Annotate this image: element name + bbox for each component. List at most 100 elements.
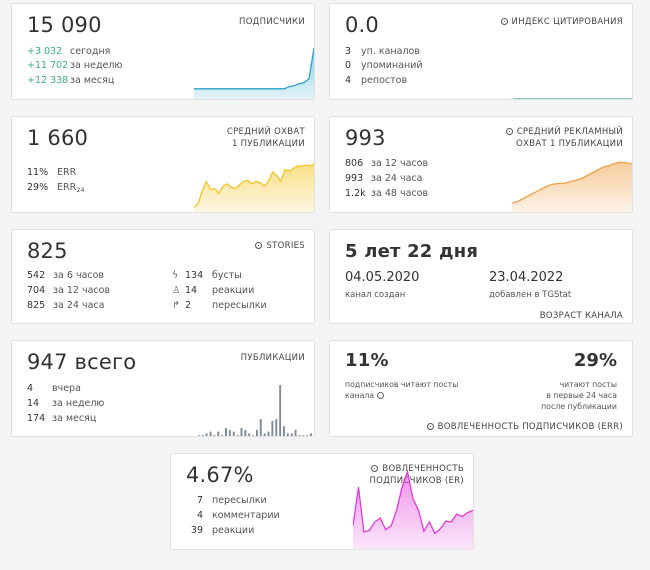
publication-bar: [310, 433, 312, 436]
sparkline-area: [194, 163, 314, 212]
er-forwards-row: 7 пересылки: [196, 495, 267, 506]
err-left-desc: подписчиков читают посты канала: [345, 380, 459, 400]
subscribers-sparkline: [194, 47, 314, 99]
thumbs-up-icon: ♙: [172, 285, 181, 296]
citation-card[interactable]: 0.0 ИНДЕКС ЦИТИРОВАНИЯ 3 уп. каналов 0 упо…: [329, 3, 633, 100]
citation-index-value: 0.0: [345, 13, 379, 37]
info-icon[interactable]: [255, 242, 263, 249]
publication-bar: [198, 435, 200, 436]
publication-bar: [256, 429, 258, 436]
err-right-value: 29%: [573, 350, 617, 371]
stories-24h-row: 825 за 24 часа: [27, 300, 105, 311]
info-icon[interactable]: [376, 392, 384, 399]
stories-card[interactable]: 825 STORIES 542 за 6 часов 704 за 12 часов…: [11, 229, 315, 324]
publication-bar: [279, 385, 282, 436]
ad-reach-48h-row: 1.2k за 48 часов: [345, 188, 429, 199]
info-icon[interactable]: [500, 18, 508, 25]
sparkline-area: [353, 471, 473, 549]
publications-yesterday-row: 4 вчера: [27, 383, 81, 394]
sparkline-line: [194, 47, 314, 90]
ad-reach-12h-row: 806 за 12 часов: [345, 158, 429, 169]
publication-bar: [221, 435, 224, 436]
reach-card[interactable]: 1 660 СРЕДНИЙ ОХВАТ 1 ПУБЛИКАЦИИ 11% ERR 2…: [11, 116, 315, 213]
publication-bar: [271, 420, 274, 436]
stories-title: STORIES: [255, 240, 305, 252]
sparkline-line: [194, 163, 314, 208]
publication-bar: [205, 433, 208, 436]
sparkline-line: [353, 469, 473, 535]
subscribers-month-row: +12 338 за месяц: [27, 75, 115, 86]
publication-bar: [232, 431, 235, 436]
publication-bar: [259, 419, 262, 436]
err-left-value: 11%: [345, 350, 389, 371]
citation-title: ИНДЕКС ЦИТИРОВАНИЯ: [500, 16, 623, 28]
publications-week-row: 14 за неделю: [27, 398, 105, 409]
reach-sparkline: [194, 163, 314, 212]
stories-12h-row: 704 за 12 часов: [27, 285, 111, 296]
added-date: 23.04.2022: [489, 270, 564, 285]
publication-bar: [240, 428, 243, 436]
publication-bar: [298, 435, 301, 436]
sparkline-line: [512, 161, 632, 204]
publications-bar-chart: [198, 385, 312, 436]
channel-age-card[interactable]: 5 лет 22 дня 04.05.2020 канал создан 23.…: [329, 229, 633, 324]
publication-bar: [209, 431, 212, 436]
err-right-desc: читают посты в первые 24 часа после публик…: [541, 380, 617, 411]
ad-reach-value: 993: [345, 126, 386, 150]
info-icon[interactable]: [371, 465, 379, 472]
publication-bar: [236, 435, 239, 436]
stories-reactions-row: ♙ 14 реакции: [172, 285, 255, 296]
reach-value: 1 660: [27, 126, 89, 150]
er-title: ВОВЛЕЧЕННОСТЬ ПОДПИСЧИКОВ (ER): [369, 464, 464, 486]
er-comments-row: 4 комментарии: [196, 510, 280, 521]
citation-mentions-row: 0 упоминаний: [345, 60, 423, 71]
publication-bar: [217, 431, 220, 436]
share-arrow-icon: ↱: [172, 300, 180, 311]
channel-age-value: 5 лет 22 дня: [345, 241, 479, 262]
publications-card[interactable]: 947 всего ПУБЛИКАЦИИ 4 вчера 14 за неделю …: [11, 340, 315, 437]
subscribers-title: ПОДПИСЧИКИ: [239, 17, 305, 27]
ad-reach-24h-row: 993 за 24 часа: [345, 173, 423, 184]
reach-title: СРЕДНИЙ ОХВАТ 1 ПУБЛИКАЦИИ: [226, 127, 305, 149]
publications-title: ПУБЛИКАЦИИ: [240, 353, 305, 363]
publication-bar: [290, 433, 293, 436]
sparkline-area: [512, 162, 632, 212]
publication-bar: [302, 435, 305, 436]
subscribers-count: 15 090: [27, 13, 102, 37]
citation-sparkline: [513, 98, 632, 99]
err-card[interactable]: 11% подписчиков читают посты канала 29% ч…: [329, 340, 633, 437]
info-icon[interactable]: [426, 423, 434, 430]
publication-bar: [294, 429, 297, 436]
citation-channels-row: 3 уп. каналов: [345, 46, 420, 57]
publication-bar: [286, 433, 289, 436]
err-footer: ВОВЛЕЧЕННОСТЬ ПОДПИСЧИКОВ (ERR): [426, 421, 623, 433]
publication-bar: [252, 435, 254, 436]
created-date: 04.05.2020: [345, 270, 420, 285]
publication-bar: [248, 433, 251, 436]
publication-bar: [228, 429, 231, 436]
created-label: канал создан: [345, 290, 406, 300]
publication-bar: [267, 431, 270, 436]
ad-reach-sparkline: [512, 161, 632, 212]
publication-bar: [244, 429, 247, 436]
reach-err24-row: 29% ERR24: [27, 182, 85, 194]
subscribers-week-row: +11 702 за неделю: [27, 60, 123, 71]
stories-boosts-row: ϟ 134 бусты: [172, 270, 242, 281]
lightning-icon: ϟ: [172, 270, 179, 281]
stories-forwards-row: ↱ 2 пересылки: [172, 300, 267, 311]
subscribers-card[interactable]: 15 090 ПОДПИСЧИКИ +3 032 сегодня +11 702 з…: [11, 3, 315, 100]
publication-bar: [201, 435, 204, 436]
citation-reposts-row: 4 репостов: [345, 75, 408, 86]
reach-err-row: 11% ERR: [27, 167, 77, 178]
publication-bar: [225, 428, 227, 436]
publication-bar: [306, 435, 309, 436]
stories-6h-row: 542 за 6 часов: [27, 270, 105, 281]
ad-reach-card[interactable]: 993 СРЕДНИЙ РЕКЛАМНЫЙ ОХВАТ 1 ПУБЛИКАЦИИ …: [329, 116, 633, 213]
er-card[interactable]: 4.67% ВОВЛЕЧЕННОСТЬ ПОДПИСЧИКОВ (ER) 7 пер…: [170, 453, 474, 550]
info-icon[interactable]: [505, 128, 513, 135]
er-sparkline: [353, 469, 473, 549]
sparkline-area: [194, 48, 314, 99]
publications-month-row: 174 за месяц: [27, 413, 97, 424]
ad-reach-title: СРЕДНИЙ РЕКЛАМНЫЙ ОХВАТ 1 ПУБЛИКАЦИИ: [505, 126, 623, 150]
er-value: 4.67%: [186, 463, 254, 487]
